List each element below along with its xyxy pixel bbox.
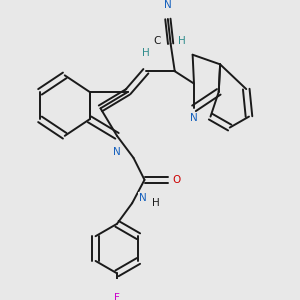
Text: H: H: [178, 36, 185, 46]
Text: H: H: [152, 198, 159, 208]
Text: C: C: [153, 36, 161, 46]
Text: H: H: [142, 48, 150, 58]
Text: F: F: [114, 293, 120, 300]
Text: N: N: [113, 147, 121, 157]
Text: N: N: [190, 113, 198, 123]
Text: O: O: [172, 175, 180, 185]
Text: N: N: [139, 193, 147, 203]
Text: N: N: [164, 0, 172, 10]
